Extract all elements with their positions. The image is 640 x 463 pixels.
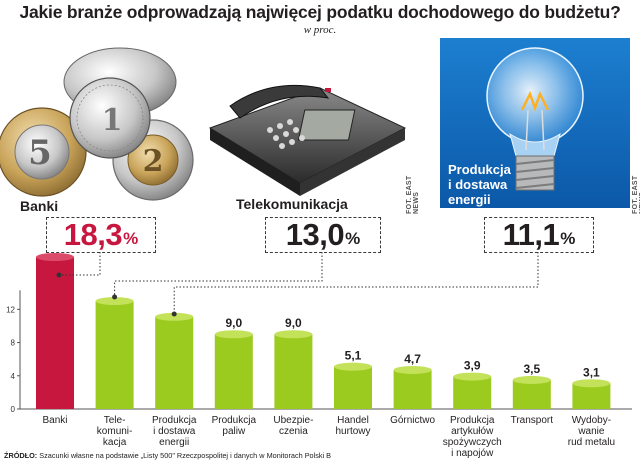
svg-text:5: 5: [28, 133, 52, 173]
value-banki: 18,3: [63, 217, 123, 252]
bar-cap: [155, 312, 194, 321]
bar: [95, 301, 134, 409]
bar: [334, 366, 372, 409]
bar: [572, 383, 611, 409]
x-tick-label: Handel hurtowy: [335, 415, 370, 437]
x-tick-label: Tele-komuni-kacja: [97, 415, 133, 448]
bar-cap: [512, 375, 551, 384]
page-title: Jakie branże odprowadzają najwięcej poda…: [19, 2, 621, 22]
bar-cap: [572, 379, 611, 388]
bar-cap: [393, 365, 432, 374]
value-box-banki: 18,3%: [46, 217, 156, 253]
y-tick-label: 4: [11, 372, 16, 381]
value-box-telekomunikacja: 13,0%: [265, 217, 381, 253]
bar-cap: [274, 330, 313, 339]
connector-dot-telekomunikacja: [112, 294, 118, 300]
bar: [155, 316, 194, 409]
y-tick-label: 12: [6, 305, 15, 314]
x-tick-label: Ubezpie-czenia: [273, 415, 313, 437]
y-tick-label: 8: [11, 339, 16, 348]
unit-telekomunikacja: %: [345, 229, 361, 248]
source-prefix: ŹRÓDŁO:: [4, 451, 38, 460]
bar-value-label: 9,0: [285, 316, 302, 330]
bar: [36, 257, 74, 409]
y-tick-label: 0: [11, 405, 16, 414]
bar-value-label: 3,1: [583, 365, 600, 379]
bar-cap: [36, 253, 74, 261]
value-energia: 11,1: [502, 217, 560, 252]
connector-dot-energia: [171, 311, 177, 317]
connector-banki: [59, 252, 101, 276]
x-tick-label: Banki: [42, 415, 67, 426]
bar-value-label: 3,5: [523, 362, 540, 376]
coins-photo: 5 2 1: [0, 47, 194, 201]
bar: [214, 334, 253, 409]
value-telekomunikacja: 13,0: [285, 217, 345, 252]
source-note: ŹRÓDŁO: Szacunki własne na podstawie „Li…: [4, 451, 331, 460]
source-text: Szacunki własne na podstawie „Listy 500"…: [37, 451, 332, 460]
connector-dot-banki: [56, 272, 62, 278]
bar-cap: [214, 330, 253, 339]
label-telekomunikacja: Telekomunikacja: [236, 196, 348, 212]
bar-value-label: 9,0: [225, 316, 242, 330]
x-tick-label: Produkcja i dostawa energii: [152, 415, 197, 448]
light-bulb-photo: [440, 38, 630, 208]
svg-text:1: 1: [102, 103, 123, 138]
bar-value-label: 5,1: [345, 349, 362, 363]
x-tick-label: Transport: [511, 415, 554, 426]
bar: [512, 379, 551, 409]
svg-text:2: 2: [143, 144, 164, 179]
connector-telekomunikacja: [114, 252, 323, 297]
x-tick-label: Górnictwo: [390, 415, 435, 426]
bar: [393, 369, 432, 409]
value-box-energia: 11,1%: [484, 217, 594, 253]
unit-banki: %: [123, 229, 139, 248]
label-energia: Produkcja i dostawa energii: [448, 162, 511, 207]
telephone-photo: [208, 84, 407, 196]
x-tick-label: Produkcja paliw: [212, 415, 257, 437]
unit-energia: %: [560, 229, 576, 248]
bar-cap: [334, 362, 372, 371]
bar-value-label: 3,9: [464, 359, 481, 373]
bar-cap: [453, 372, 492, 381]
label-banki: Banki: [20, 198, 59, 214]
bar: [453, 376, 492, 409]
x-tick-label: Produkcja artykułów spożywczych i napojów: [443, 415, 502, 459]
x-tick-label: Wydoby-wanie rud metalu: [568, 415, 615, 448]
bar-cap: [95, 297, 134, 306]
connector-energia: [173, 252, 539, 314]
bar-value-label: 4,7: [404, 352, 421, 366]
bar: [274, 334, 313, 409]
subtitle: w proc.: [303, 24, 337, 36]
